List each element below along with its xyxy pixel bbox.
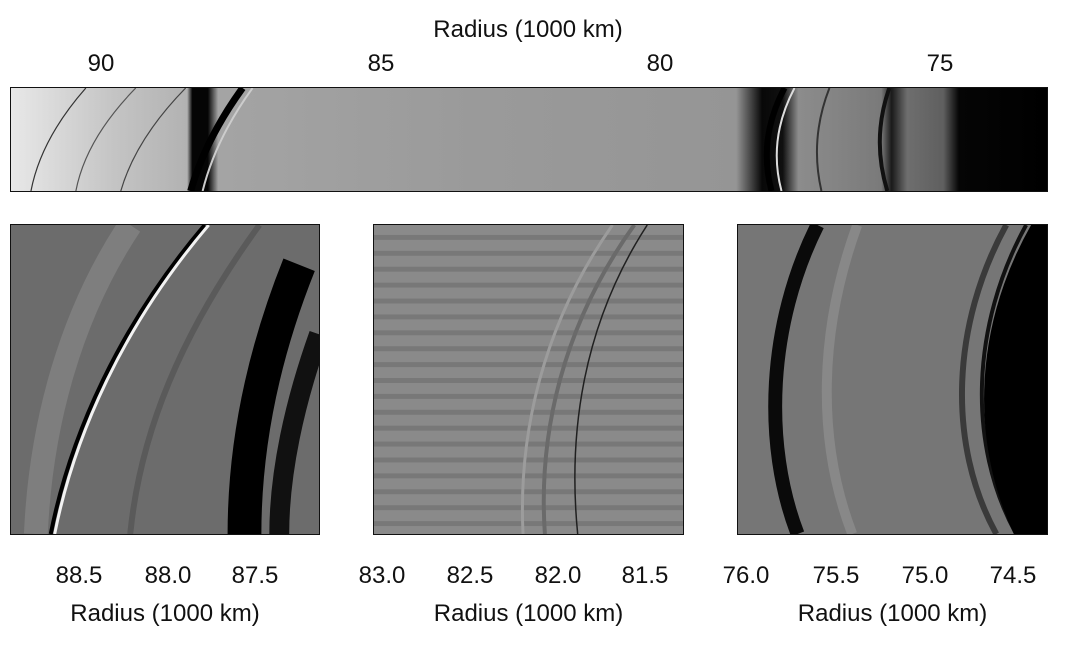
ring-detail-image-middle (373, 224, 684, 535)
panel2-tick-81-5: 81.5 (621, 562, 669, 589)
top-tick-75: 75 (926, 50, 954, 77)
top-axis-title: Radius (1000 km) (433, 16, 623, 43)
panel1-tick-87-5: 87.5 (231, 562, 279, 589)
panel2-tick-82-5: 82.5 (446, 562, 494, 589)
panel3-tick-74-5: 74.5 (989, 562, 1037, 589)
top-tick-90: 90 (87, 50, 115, 77)
panel2-tick-83-0: 83.0 (358, 562, 406, 589)
panel1-axis-title: Radius (1000 km) (70, 600, 260, 627)
panel3-tick-75-0: 75.0 (901, 562, 949, 589)
panel2-axis-title: Radius (1000 km) (433, 600, 624, 627)
ring-detail-image-right (737, 224, 1048, 535)
panel2-tick-82-0: 82.0 (534, 562, 582, 589)
ring-strip-image (10, 87, 1048, 192)
panel1-tick-88-5: 88.5 (55, 562, 103, 589)
panel3-tick-75-5: 75.5 (812, 562, 860, 589)
panel3-tick-76-0: 76.0 (722, 562, 770, 589)
top-tick-80: 80 (646, 50, 674, 77)
top-tick-85: 85 (367, 50, 395, 77)
panel1-tick-88-0: 88.0 (144, 562, 192, 589)
panel3-axis-title: Radius (1000 km) (797, 600, 988, 627)
ring-detail-image-left (10, 224, 320, 535)
